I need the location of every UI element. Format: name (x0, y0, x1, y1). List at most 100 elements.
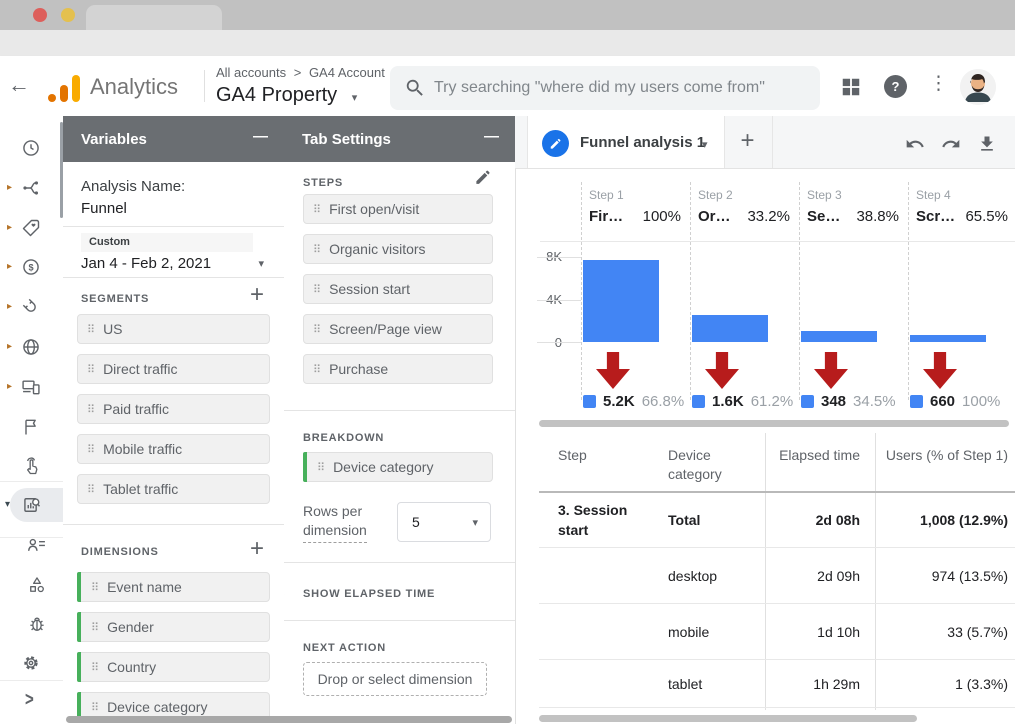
minimize-panel-icon[interactable]: — (253, 128, 268, 145)
shapes-icon[interactable] (27, 575, 47, 595)
drag-handle-icon[interactable]: ⠿ (313, 323, 322, 336)
segment-chip[interactable]: ⠿ Direct traffic (77, 354, 270, 384)
breakdown-chip[interactable]: ⠿ Device category (303, 452, 493, 482)
breadcrumb-account[interactable]: GA4 Account (308, 65, 385, 80)
browser-tab[interactable] (86, 5, 222, 30)
close-window-button[interactable] (33, 8, 47, 22)
add-dimension-button[interactable]: + (249, 535, 264, 562)
step-chip[interactable]: ⠿ First open/visit (303, 194, 493, 224)
settings-horizontal-scrollbar[interactable] (66, 716, 512, 723)
step-chip[interactable]: ⠿ Session start (303, 274, 493, 304)
drag-handle-icon[interactable]: ⠿ (91, 661, 100, 674)
drag-handle-icon[interactable]: ⠿ (91, 621, 100, 634)
drag-handle-icon[interactable]: ⠿ (87, 403, 96, 416)
segment-chip[interactable]: ⠿ Paid traffic (77, 394, 270, 424)
globe-icon[interactable] (21, 337, 41, 357)
flow-icon[interactable] (21, 178, 41, 198)
column-header-elapsed[interactable]: Elapsed time (779, 447, 860, 463)
expand-arrow-icon[interactable]: ▸ (7, 381, 13, 392)
segment-label: Direct traffic (103, 361, 178, 377)
table-row[interactable]: mobile 1d 10h 33 (5.7%) (539, 604, 1015, 659)
expand-arrow-icon[interactable]: ▸ (7, 222, 13, 233)
table-row[interactable]: 3. Session start Total 2d 08h 1,008 (12.… (539, 493, 1015, 547)
drag-handle-icon[interactable]: ⠿ (91, 701, 100, 714)
step-chip[interactable]: ⠿ Screen/Page view (303, 314, 493, 344)
column-header-step[interactable]: Step (558, 447, 587, 463)
magnet-icon[interactable] (17, 293, 45, 321)
funnel-bar-step4[interactable] (910, 335, 986, 342)
bug-icon[interactable] (27, 614, 47, 634)
expand-arrow-icon[interactable]: ▸ (7, 182, 13, 193)
funnel-bar-step3[interactable] (801, 331, 877, 342)
search-input[interactable]: Try searching "where did my users come f… (390, 66, 820, 110)
collapse-rail-chevron-icon[interactable]: > (25, 688, 34, 711)
date-range-value[interactable]: Jan 4 - Feb 2, 2021 (81, 255, 212, 272)
expand-arrow-icon[interactable]: ▸ (7, 341, 13, 352)
next-action-dropzone[interactable]: Drop or select dimension (303, 662, 487, 696)
breadcrumb-accounts[interactable]: All accounts (216, 65, 287, 80)
drag-handle-icon[interactable]: ⠿ (313, 203, 322, 216)
drag-handle-icon[interactable]: ⠿ (313, 283, 322, 296)
more-vertical-icon[interactable]: ⋮ (929, 73, 948, 94)
drag-handle-icon[interactable]: ⠿ (91, 581, 100, 594)
minimize-panel-icon[interactable]: — (484, 128, 499, 145)
dimension-chip[interactable]: ⠿ Gender (77, 612, 270, 642)
drag-handle-icon[interactable]: ⠿ (87, 323, 96, 336)
analysis-name-value[interactable]: Funnel (81, 200, 127, 217)
dimension-chip[interactable]: ⠿ Event name (77, 572, 270, 602)
person-list-icon[interactable] (27, 535, 47, 555)
new-tab-button[interactable]: + (723, 116, 773, 168)
segment-chip[interactable]: ⠿ US (77, 314, 270, 344)
clock-icon[interactable] (21, 138, 41, 158)
table-horizontal-scrollbar[interactable] (539, 715, 917, 722)
rail-scrollbar[interactable] (60, 122, 63, 218)
redo-icon[interactable] (941, 134, 961, 154)
explore-chart-icon[interactable] (22, 495, 42, 515)
drag-handle-icon[interactable]: ⠿ (87, 363, 96, 376)
drag-handle-icon[interactable]: ⠿ (313, 243, 322, 256)
date-range-chevron-down-icon[interactable]: ▾ (258, 258, 264, 270)
expand-arrow-icon[interactable]: ▸ (7, 261, 13, 272)
expand-arrow-icon[interactable]: ▸ (7, 301, 13, 312)
gear-icon[interactable] (21, 653, 41, 673)
dollar-icon[interactable]: $ (21, 257, 41, 277)
edit-steps-pencil-icon[interactable] (474, 168, 493, 187)
property-name: GA4 Property (216, 84, 338, 106)
step-chip[interactable]: ⠿ Purchase (303, 354, 493, 384)
breadcrumb[interactable]: All accounts > GA4 Account (216, 65, 385, 80)
segment-chip[interactable]: ⠿ Tablet traffic (77, 474, 270, 504)
flag-icon[interactable] (21, 417, 41, 437)
funnel-bar-step1[interactable] (583, 260, 659, 342)
column-header-users[interactable]: Users (% of Step 1) (885, 447, 1008, 463)
add-segment-button[interactable]: + (249, 281, 264, 308)
dimension-chip[interactable]: ⠿ Country (77, 652, 270, 682)
chart-horizontal-scrollbar[interactable] (539, 420, 1009, 427)
apps-grid-icon[interactable] (840, 76, 862, 98)
collapse-arrow-icon[interactable]: ▾ (5, 499, 11, 510)
step-chip[interactable]: ⠿ Organic visitors (303, 234, 493, 264)
funnel-bar-step2[interactable] (692, 315, 768, 342)
tab-chevron-down-icon[interactable]: ▾ (702, 139, 708, 151)
tab-edit-pencil-icon[interactable] (542, 130, 569, 157)
table-row[interactable]: desktop 2d 09h 974 (13.5%) (539, 548, 1015, 603)
undo-icon[interactable] (905, 134, 925, 154)
column-separator (799, 182, 800, 400)
drag-handle-icon[interactable]: ⠿ (87, 443, 96, 456)
help-icon[interactable]: ? (884, 75, 907, 98)
tag-heart-icon[interactable] (21, 218, 41, 238)
devices-icon[interactable] (21, 377, 41, 397)
back-arrow-icon[interactable]: ← (8, 72, 30, 97)
column-header-device[interactable]: Device category (668, 447, 722, 482)
property-selector[interactable]: GA4 Property ▾ (216, 84, 357, 107)
segment-chip[interactable]: ⠿ Mobile traffic (77, 434, 270, 464)
drag-handle-icon[interactable]: ⠿ (87, 483, 96, 496)
download-icon[interactable] (977, 134, 997, 154)
drag-handle-icon[interactable]: ⠿ (317, 461, 326, 474)
drag-handle-icon[interactable]: ⠿ (313, 363, 322, 376)
avatar[interactable] (960, 69, 996, 105)
table-row[interactable]: tablet 1h 29m 1 (3.3%) (539, 660, 1015, 707)
minimize-window-button[interactable] (61, 8, 75, 22)
touch-icon[interactable] (21, 456, 41, 476)
rows-per-dimension-select[interactable]: 5 ▾ (397, 502, 491, 542)
